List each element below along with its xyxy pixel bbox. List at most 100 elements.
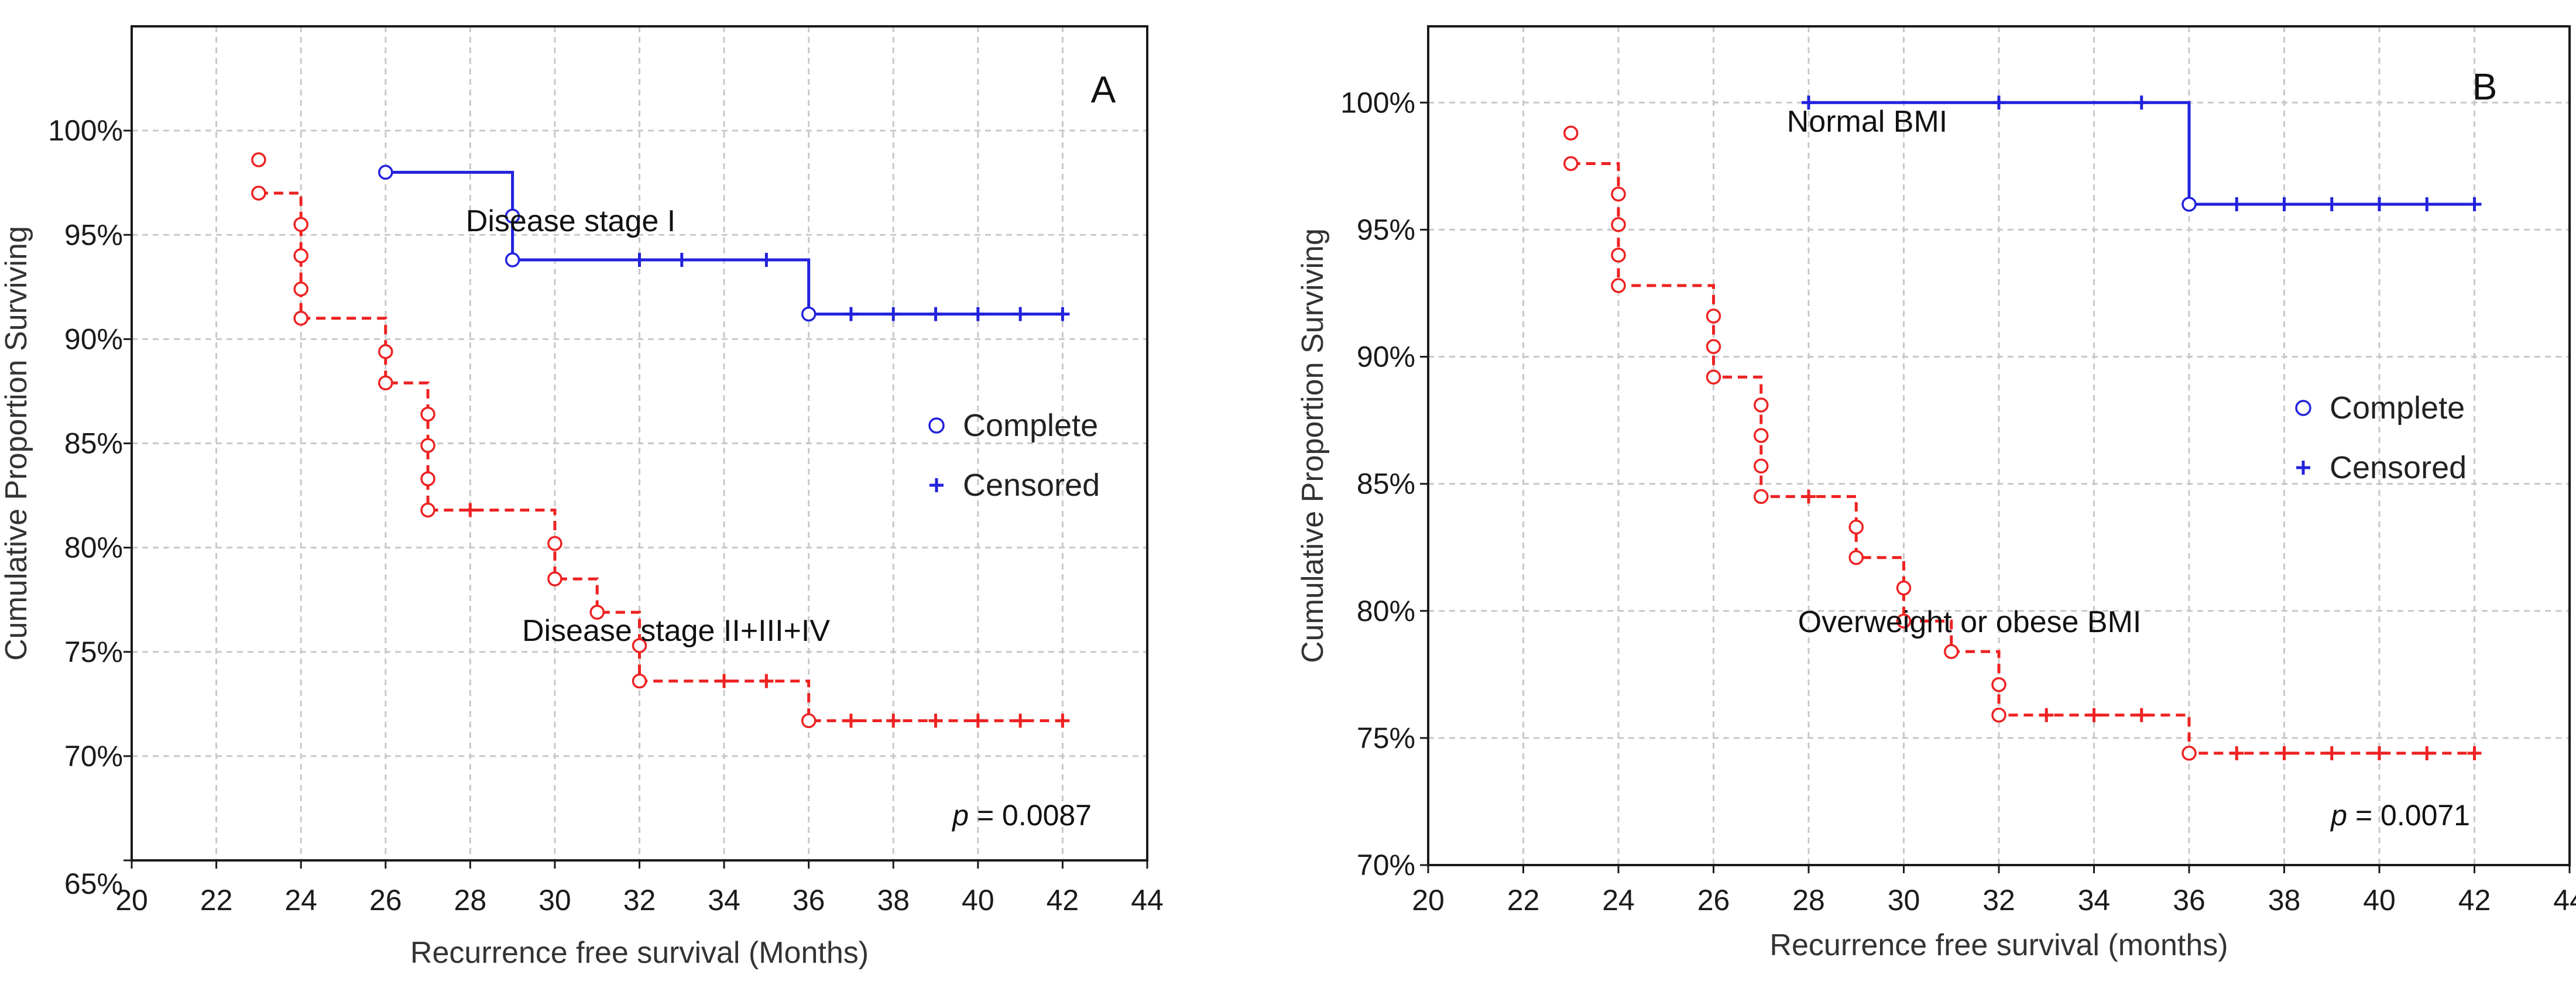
- censored-marker: [2324, 197, 2339, 211]
- complete-marker: [251, 152, 266, 167]
- y-tick-label: 75%: [1357, 722, 1415, 754]
- x-tick-label: 24: [1602, 884, 1635, 917]
- complete-marker: [1706, 339, 1721, 354]
- x-tick-label: 40: [2363, 884, 2396, 917]
- censored-marker: [717, 674, 732, 688]
- x-tick-label: 34: [708, 884, 740, 917]
- censored-marker: [759, 253, 774, 267]
- censored-marker: [2467, 197, 2482, 211]
- censored-marker: [2229, 197, 2244, 211]
- legend-label: Complete: [963, 408, 1098, 443]
- complete-marker: [293, 217, 308, 232]
- y-tick-label: 90%: [1357, 341, 1415, 373]
- censored-marker: [1802, 489, 1816, 504]
- y-tick-label: 70%: [1357, 849, 1415, 881]
- censored-marker: [2420, 746, 2434, 760]
- chart-panel-a: 20 22 24 26 28 30 32 34 36 38 40 42 44 65% 70% 75% 80% 85…: [0, 25, 1164, 970]
- complete-marker: [1896, 613, 1912, 629]
- complete-marker: [1611, 278, 1626, 293]
- series-1: Overweight or obese BMI: [1563, 125, 2482, 761]
- complete-marker: [1706, 369, 1721, 385]
- x-tick-label: 42: [1047, 884, 1079, 917]
- x-tick-label: 36: [2173, 884, 2205, 917]
- censored-marker: [463, 503, 478, 517]
- censored-marker: [970, 307, 985, 321]
- legend-complete-marker: [2295, 400, 2311, 416]
- complete-marker: [1944, 644, 1959, 659]
- complete-marker: [1848, 519, 1864, 535]
- complete-marker: [505, 252, 520, 267]
- censored-marker: [1055, 713, 1070, 728]
- y-tick-label: 90%: [64, 322, 123, 355]
- y-axis-label: Cumulative Proportion Surviving: [0, 226, 33, 661]
- series-label: Overweight or obese BMI: [1798, 605, 2142, 639]
- series-line: [1570, 162, 2475, 755]
- legend: Complete Censored: [928, 408, 1100, 503]
- x-tick-label: 44: [1131, 884, 1164, 917]
- complete-marker: [505, 208, 520, 224]
- censored-marker: [2039, 708, 2054, 722]
- censored-marker: [2229, 746, 2244, 760]
- x-axis-label: Recurrence free survival (months): [1769, 928, 2228, 962]
- plot-frame: [1427, 25, 2571, 866]
- censored-marker: [1013, 307, 1028, 321]
- complete-marker: [420, 438, 435, 453]
- complete-marker: [1706, 308, 1721, 324]
- panel-letter: A: [1091, 68, 1116, 111]
- complete-marker: [378, 344, 393, 359]
- legend-label: Censored: [963, 468, 1100, 503]
- x-tick-label: 44: [2553, 884, 2576, 917]
- legend-label: Complete: [2330, 390, 2465, 426]
- x-tick-label: 28: [1792, 884, 1825, 917]
- legend-label: Censored: [2330, 450, 2467, 485]
- censored-marker: [2372, 197, 2386, 211]
- complete-marker: [293, 248, 308, 263]
- y-tick-label: 80%: [1357, 595, 1415, 627]
- series-label: Normal BMI: [1787, 105, 1947, 139]
- complete-marker: [547, 571, 562, 586]
- complete-marker: [547, 536, 562, 551]
- censored-marker: [970, 713, 985, 728]
- complete-marker: [1611, 248, 1626, 263]
- censored-marker: [759, 674, 774, 688]
- complete-marker: [801, 306, 817, 322]
- p-symbol: p: [2330, 799, 2347, 832]
- x-tick-label: 34: [2078, 884, 2111, 917]
- x-tick-label: 24: [284, 884, 317, 917]
- x-tick-label: 22: [200, 884, 233, 917]
- complete-marker: [1611, 217, 1626, 232]
- y-tick-label: 75%: [64, 636, 123, 668]
- y-tick-label: 85%: [64, 427, 123, 460]
- complete-marker: [1754, 428, 1769, 443]
- x-tick-label: 32: [623, 884, 656, 917]
- complete-marker: [1991, 677, 2006, 692]
- x-tick-label: 38: [877, 884, 910, 917]
- censored-marker: [928, 713, 943, 728]
- series-label: Disease stage II+III+IV: [522, 614, 830, 648]
- complete-marker: [2181, 746, 2197, 761]
- censored-marker: [928, 307, 943, 321]
- complete-marker: [589, 605, 605, 620]
- x-tick-label: 30: [538, 884, 571, 917]
- complete-marker: [632, 673, 647, 689]
- censored-marker: [843, 713, 858, 728]
- p-symbol: p: [951, 799, 969, 832]
- complete-marker: [420, 471, 435, 486]
- censored-marker: [1992, 95, 2006, 110]
- p-value: = 0.0087: [969, 799, 1092, 832]
- x-axis-label: Recurrence free survival (Months): [410, 936, 869, 970]
- complete-marker: [1563, 125, 1579, 141]
- complete-marker: [251, 186, 266, 201]
- legend-censored-marker: [929, 478, 944, 492]
- p-value-annotation: p = 0.0087: [951, 799, 1092, 832]
- complete-marker: [1896, 580, 1912, 596]
- x-tick-label: 26: [1697, 884, 1730, 917]
- complete-marker: [801, 713, 817, 729]
- complete-marker: [1754, 458, 1769, 474]
- y-tick-label: 95%: [64, 218, 123, 251]
- censored-marker: [2277, 197, 2292, 211]
- complete-marker: [1563, 156, 1579, 171]
- x-tick-label: 38: [2268, 884, 2301, 917]
- y-tick-label: 65%: [64, 867, 123, 900]
